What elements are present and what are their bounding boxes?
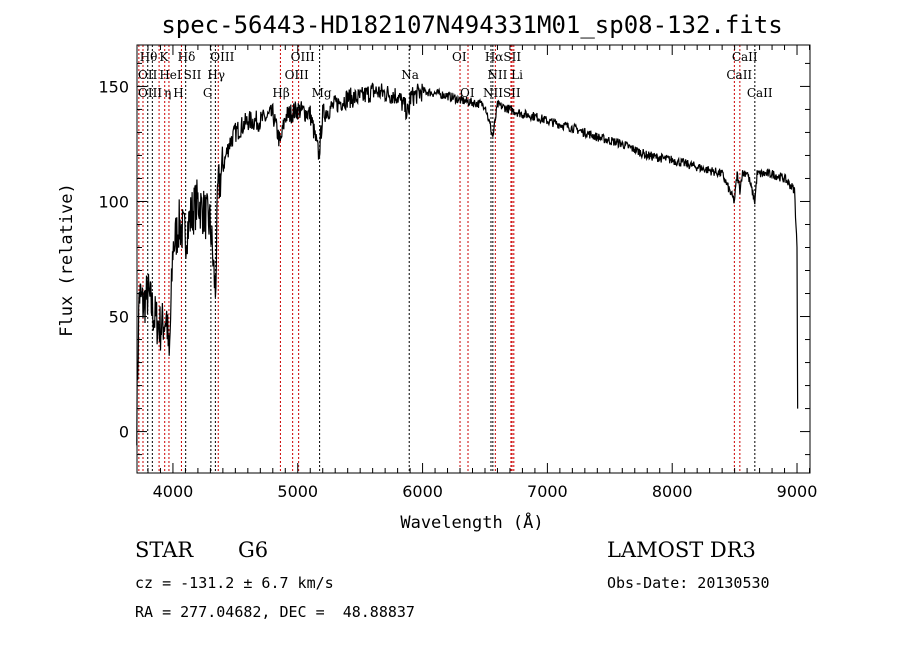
marker-label: OIII [291, 50, 315, 64]
marker-label: HeI [159, 68, 182, 82]
marker-label: OIII [285, 68, 309, 82]
marker-label: NIISII [483, 86, 521, 100]
chart-title: spec-56443-HD182107N494331M01_sp08-132.f… [161, 11, 782, 39]
obs-date: Obs-Date: 20130530 [607, 574, 770, 592]
marker-label: OIII [210, 50, 234, 64]
marker-label: SII [184, 68, 202, 82]
marker-label: G [203, 86, 213, 100]
coordinates: RA = 277.04682, DEC = 48.88837 [135, 603, 415, 621]
plot-frame [136, 44, 811, 474]
y-axis-label: Flux (relative) [57, 183, 77, 337]
y-tick-label: 150 [98, 77, 129, 96]
y-tick-label: 100 [98, 192, 129, 211]
marker-label: H [173, 86, 183, 100]
x-tick-label: 7000 [527, 482, 568, 501]
marker-label: HαSII [485, 50, 522, 64]
x-tick-label: 4000 [153, 482, 194, 501]
survey-label: LAMOST DR3 [607, 538, 756, 562]
x-tick-label: 9000 [777, 482, 818, 501]
marker-label: CaII [732, 50, 758, 64]
y-tick-label: 0 [119, 423, 129, 442]
marker-label: Mg [312, 86, 332, 100]
spectrum-series [136, 82, 799, 446]
marker-label: CaII [726, 68, 752, 82]
x-axis-label: Wavelength (Å) [400, 511, 543, 533]
marker-label: OII [138, 68, 158, 82]
marker-label: OI [460, 86, 475, 100]
x-tick-label: 6000 [402, 482, 443, 501]
line-markers: Hθ K Hδ OIII OIII OI HαSII CaII OII HeI SII Hγ OIII N… [138, 45, 773, 473]
marker-label: OI [452, 50, 467, 64]
marker-label: Hδ [178, 50, 196, 64]
axes: 4000 5000 6000 7000 8000 9000 0 50 100 150 [98, 45, 817, 501]
object-subclass: G6 [238, 538, 269, 562]
marker-label: Na [401, 68, 419, 82]
redshift-text: cz = -131.2 ± 6.7 km/s [135, 574, 334, 592]
y-tick-label: 50 [109, 308, 129, 327]
marker-label: Hγ [207, 68, 225, 82]
marker-label: OIII [138, 86, 162, 100]
marker-label: η [164, 86, 171, 100]
marker-label: NII Li [487, 68, 523, 82]
marker-label: Hβ [272, 86, 289, 100]
marker-label: CaII [747, 86, 773, 100]
x-tick-label: 5000 [277, 482, 318, 501]
spectrum-line [136, 82, 799, 446]
marker-label: K [159, 50, 169, 64]
object-class: STAR [135, 538, 194, 562]
x-tick-label: 8000 [652, 482, 693, 501]
marker-label: Hθ [140, 50, 158, 64]
